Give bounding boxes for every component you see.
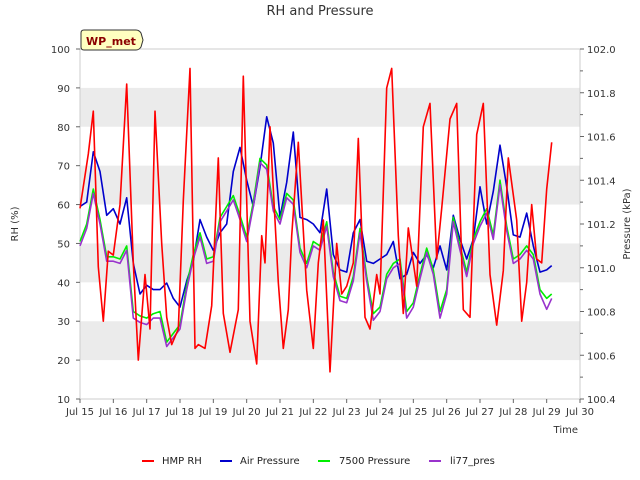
legend-label-air-pressure: Air Pressure bbox=[240, 456, 300, 467]
y-left-tick-label: 90 bbox=[57, 84, 70, 95]
y-left-tick-label: 50 bbox=[57, 239, 70, 250]
y-right-tick-label: 101.8 bbox=[587, 89, 616, 100]
y-right-tick-label: 101.4 bbox=[587, 176, 616, 187]
y-right-tick-label: 102.0 bbox=[587, 45, 616, 56]
x-axis: Jul 15 Jul 16 Jul 17 Jul 18 Jul 19 Jul 20 Jul … bbox=[65, 399, 594, 418]
x-tick-label: Jul 25 bbox=[398, 407, 427, 418]
legend-label-li77-pres: li77_pres bbox=[450, 456, 495, 467]
series-layer bbox=[79, 67, 553, 373]
x-tick-label: Jul 19 bbox=[198, 407, 227, 418]
x-tick-label: Jul 29 bbox=[532, 407, 561, 418]
series-line-air-pressure bbox=[79, 116, 553, 308]
x-tick-label: Jul 16 bbox=[98, 407, 127, 418]
x-tick-label: Jul 28 bbox=[498, 407, 527, 418]
y-left-tick-label: 40 bbox=[57, 278, 70, 289]
chart-title: RH and Pressure bbox=[266, 4, 373, 19]
y-right-tick-label: 100.6 bbox=[587, 351, 616, 362]
legend-label-7500-pressure: 7500 Pressure bbox=[339, 456, 410, 467]
x-tick-label: Jul 24 bbox=[365, 407, 394, 418]
y-left-tick-label: 70 bbox=[57, 162, 70, 173]
x-axis-title: Time bbox=[553, 425, 578, 436]
x-tick-label: Jul 22 bbox=[298, 407, 327, 418]
x-tick-label: Jul 17 bbox=[132, 407, 161, 418]
x-tick-label: Jul 27 bbox=[465, 407, 494, 418]
y-right-axis-title: Pressure (kPa) bbox=[622, 188, 633, 259]
y-left-axis: 10 20 30 40 50 60 70 80 90 100 bbox=[51, 45, 80, 406]
series-line-hmp-rh bbox=[79, 67, 553, 373]
y-right-tick-label: 100.4 bbox=[587, 395, 616, 406]
x-tick-label: Jul 26 bbox=[432, 407, 461, 418]
series-line-p7500 bbox=[79, 157, 553, 343]
y-left-axis-title: RH (%) bbox=[10, 206, 21, 241]
y-right-tick-label: 101.6 bbox=[587, 133, 616, 144]
x-tick-label: Jul 15 bbox=[65, 407, 94, 418]
y-right-tick-label: 101.2 bbox=[587, 220, 616, 231]
x-tick-label: Jul 20 bbox=[232, 407, 261, 418]
series-line-li77 bbox=[79, 161, 553, 348]
badge-text: WP_met bbox=[86, 35, 136, 48]
badge-box bbox=[80, 29, 144, 51]
y-right-tick-label: 100.8 bbox=[587, 308, 616, 319]
x-tick-label: Jul 30 bbox=[565, 407, 594, 418]
y-left-tick-label: 60 bbox=[57, 201, 70, 212]
x-tick-label: Jul 21 bbox=[265, 407, 294, 418]
y-right-tick-label: 101.0 bbox=[587, 264, 616, 275]
x-tick-label: Jul 23 bbox=[332, 407, 361, 418]
legend: HMP RH Air Pressure 7500 Pressure li77_p… bbox=[142, 456, 495, 467]
y-left-tick-label: 80 bbox=[57, 123, 70, 134]
y-left-tick-label: 10 bbox=[57, 395, 70, 406]
badge: WP_met bbox=[80, 29, 144, 51]
x-tick-label: Jul 18 bbox=[165, 407, 194, 418]
background-bands bbox=[80, 87, 580, 361]
y-left-tick-label: 100 bbox=[51, 45, 70, 56]
grid-band bbox=[80, 87, 580, 127]
y-right-axis: 100.4 100.6 100.8 101.0 101.2 101.4 101.6 101.8… bbox=[580, 45, 616, 406]
y-left-tick-label: 20 bbox=[57, 356, 70, 367]
y-left-tick-label: 30 bbox=[57, 317, 70, 328]
legend-label-hmp-rh: HMP RH bbox=[162, 456, 202, 467]
